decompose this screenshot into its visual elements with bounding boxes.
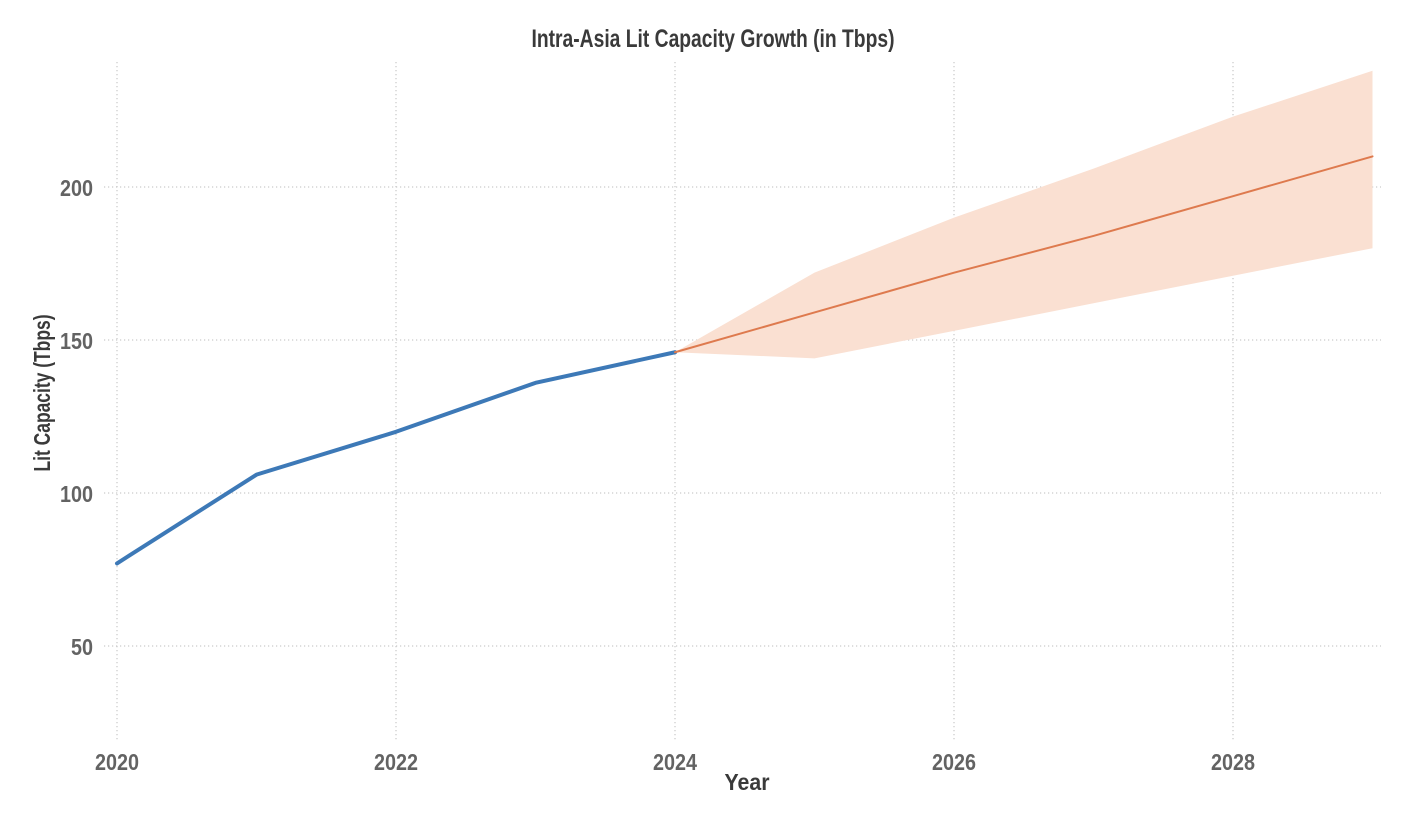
x-axis-tick-labels: 2020 2022 2024 2026 2028 (95, 749, 1255, 775)
gridlines (104, 62, 1381, 740)
y-axis-tick-labels: 50 100 150 200 (60, 175, 93, 660)
x-tick-label: 2020 (95, 749, 139, 775)
y-tick-label: 50 (71, 634, 93, 660)
y-tick-label: 100 (60, 481, 93, 507)
y-tick-label: 200 (60, 175, 93, 201)
forecast-line-series (674, 155, 1374, 354)
historical-line-series (115, 350, 677, 566)
forecast-band-area (675, 70, 1373, 359)
y-axis-label: Lit Capacity (Tbps) (29, 315, 55, 472)
x-axis-label: Year (725, 769, 770, 795)
x-tick-label: 2022 (374, 749, 418, 775)
x-tick-label: 2026 (932, 749, 976, 775)
y-tick-label: 150 (60, 328, 93, 354)
chart-title: Intra-Asia Lit Capacity Growth (in Tbps) (532, 25, 895, 53)
x-tick-label: 2028 (1211, 749, 1255, 775)
x-tick-label: 2024 (653, 749, 697, 775)
